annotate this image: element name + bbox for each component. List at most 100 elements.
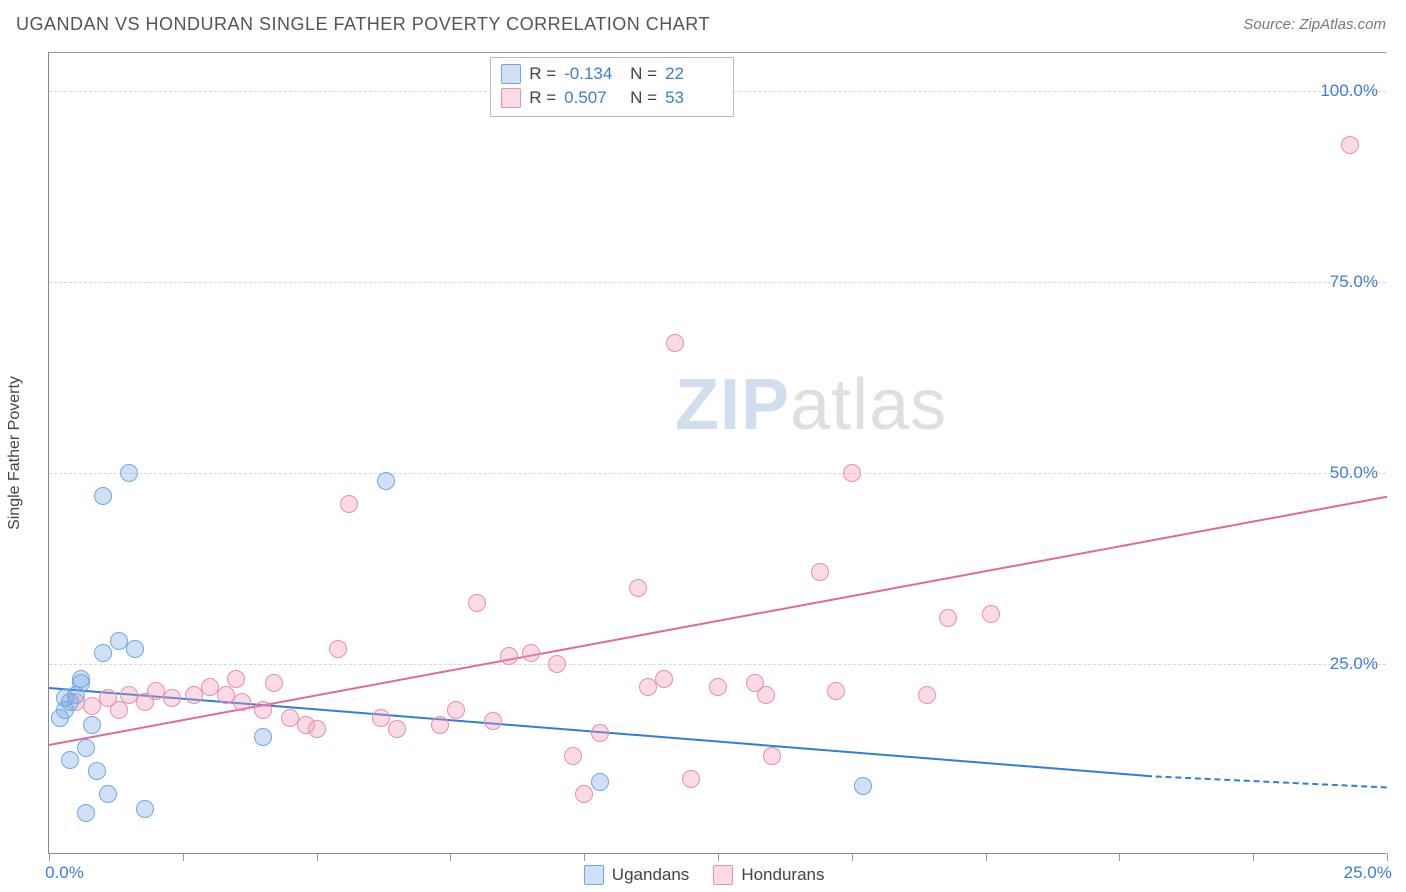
series-label-hondurans: Hondurans: [741, 865, 824, 885]
data-point-hondurans: [468, 594, 486, 612]
x-tick: [450, 853, 451, 861]
legend-item-hondurans: Hondurans: [713, 865, 824, 885]
data-point-hondurans: [110, 701, 128, 719]
x-tick-label: 0.0%: [45, 863, 84, 883]
series-label-ugandans: Ugandans: [612, 865, 690, 885]
data-point-hondurans: [666, 334, 684, 352]
data-point-ugandans: [126, 640, 144, 658]
data-point-hondurans: [447, 701, 465, 719]
watermark: ZIPatlas: [675, 364, 947, 446]
data-point-hondurans: [918, 686, 936, 704]
data-point-hondurans: [827, 682, 845, 700]
n-value-hondurans: 53: [665, 86, 723, 110]
data-point-hondurans: [564, 747, 582, 765]
y-tick-label: 75.0%: [1330, 272, 1378, 292]
legend-item-ugandans: Ugandans: [584, 865, 690, 885]
data-point-ugandans: [88, 762, 106, 780]
y-tick-label: 50.0%: [1330, 463, 1378, 483]
legend-row-hondurans: R = 0.507 N = 53: [501, 86, 723, 110]
x-tick: [986, 853, 987, 861]
data-point-hondurans: [522, 644, 540, 662]
data-point-hondurans: [372, 709, 390, 727]
swatch-hondurans: [713, 865, 733, 885]
legend-row-ugandans: R = -0.134 N = 22: [501, 62, 723, 86]
legend-correlation: R = -0.134 N = 22 R = 0.507 N = 53: [490, 57, 734, 117]
data-point-ugandans: [377, 472, 395, 490]
gridline: [49, 664, 1386, 665]
data-point-ugandans: [136, 800, 154, 818]
x-tick: [852, 853, 853, 861]
swatch-ugandans: [501, 64, 521, 84]
regression-line: [49, 496, 1387, 746]
r-value-ugandans: -0.134: [564, 62, 622, 86]
data-point-hondurans: [500, 647, 518, 665]
source-name: ZipAtlas.com: [1299, 16, 1386, 33]
data-point-hondurans: [982, 605, 1000, 623]
data-point-hondurans: [629, 579, 647, 597]
chart-title: UGANDAN VS HONDURAN SINGLE FATHER POVERT…: [16, 14, 710, 35]
data-point-hondurans: [757, 686, 775, 704]
x-tick-label: 25.0%: [1344, 863, 1392, 883]
swatch-ugandans: [584, 865, 604, 885]
data-point-ugandans: [94, 487, 112, 505]
r-value-hondurans: 0.507: [564, 86, 622, 110]
data-point-hondurans: [388, 720, 406, 738]
chart-area: Single Father Poverty ZIPatlas 25.0%50.0…: [48, 52, 1386, 854]
data-point-hondurans: [308, 720, 326, 738]
data-point-hondurans: [939, 609, 957, 627]
data-point-hondurans: [763, 747, 781, 765]
data-point-hondurans: [709, 678, 727, 696]
data-point-hondurans: [548, 655, 566, 673]
x-tick: [183, 853, 184, 861]
data-point-ugandans: [83, 716, 101, 734]
n-label: N =: [630, 62, 657, 86]
data-point-hondurans: [575, 785, 593, 803]
data-point-hondurans: [484, 712, 502, 730]
x-tick: [584, 853, 585, 861]
data-point-hondurans: [254, 701, 272, 719]
data-point-ugandans: [94, 644, 112, 662]
r-label: R =: [529, 86, 556, 110]
data-point-hondurans: [163, 689, 181, 707]
legend-series: Ugandans Hondurans: [584, 865, 825, 885]
data-point-hondurans: [591, 724, 609, 742]
data-point-hondurans: [682, 770, 700, 788]
n-label: N =: [630, 86, 657, 110]
gridline: [49, 282, 1386, 283]
data-point-ugandans: [120, 464, 138, 482]
data-point-ugandans: [99, 785, 117, 803]
data-point-hondurans: [431, 716, 449, 734]
x-tick: [1387, 853, 1388, 861]
n-value-ugandans: 22: [665, 62, 723, 86]
x-tick: [317, 853, 318, 861]
data-point-ugandans: [72, 670, 90, 688]
data-point-hondurans: [843, 464, 861, 482]
plot-area: ZIPatlas 25.0%50.0%75.0%100.0%: [49, 53, 1386, 853]
data-point-ugandans: [77, 739, 95, 757]
x-tick: [1119, 853, 1120, 861]
data-point-ugandans: [254, 728, 272, 746]
watermark-part1: ZIP: [675, 365, 790, 445]
x-tick: [49, 853, 50, 861]
data-point-ugandans: [51, 709, 69, 727]
swatch-hondurans: [501, 88, 521, 108]
data-point-ugandans: [854, 777, 872, 795]
data-point-ugandans: [591, 773, 609, 791]
data-point-hondurans: [655, 670, 673, 688]
y-tick-label: 25.0%: [1330, 654, 1378, 674]
data-point-hondurans: [233, 693, 251, 711]
gridline: [49, 473, 1386, 474]
x-tick: [1253, 853, 1254, 861]
data-point-ugandans: [77, 804, 95, 822]
data-point-hondurans: [265, 674, 283, 692]
data-point-hondurans: [227, 670, 245, 688]
data-point-hondurans: [329, 640, 347, 658]
r-label: R =: [529, 62, 556, 86]
source-prefix: Source:: [1243, 16, 1299, 33]
watermark-part2: atlas: [790, 365, 947, 445]
data-point-ugandans: [61, 751, 79, 769]
data-point-hondurans: [340, 495, 358, 513]
y-axis-label: Single Father Poverty: [6, 376, 24, 530]
x-tick: [718, 853, 719, 861]
data-point-hondurans: [811, 563, 829, 581]
